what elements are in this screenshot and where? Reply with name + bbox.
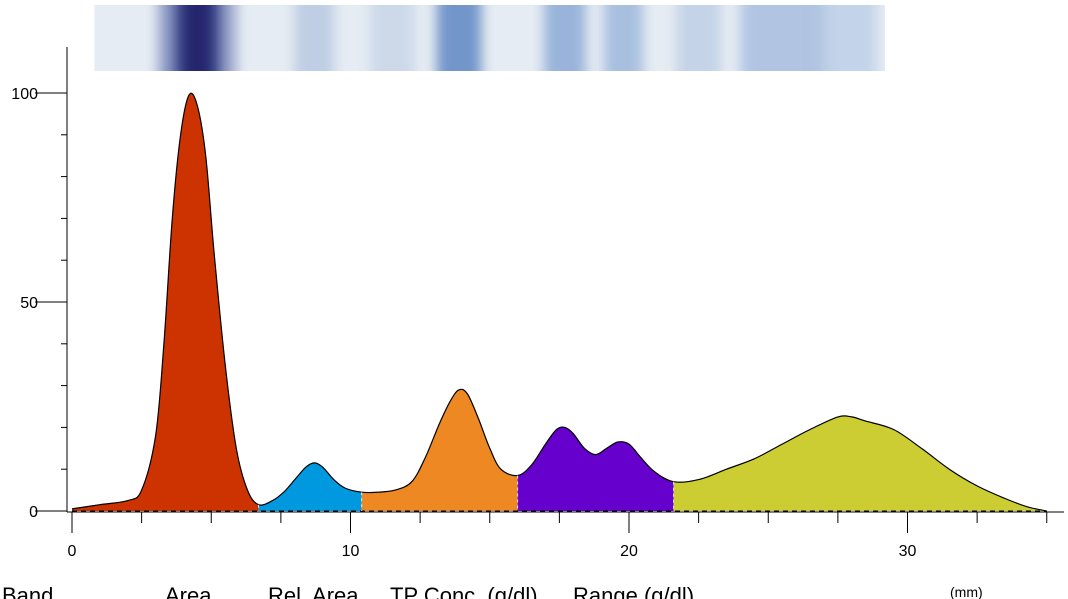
x-tick-label: 0	[68, 543, 77, 560]
gel-band-8	[603, 5, 643, 71]
results-table-header: Band Area Rel. Area TP Conc. (g/dl) Rang…	[2, 583, 694, 599]
y-axis: 0 50 100	[11, 47, 68, 521]
gel-band-2	[158, 5, 187, 71]
x-tick-label: 20	[620, 543, 638, 560]
y-tick-label: 0	[29, 504, 38, 521]
fraction-dividers	[258, 475, 675, 511]
fraction-area-1	[72, 93, 259, 511]
fraction-area-5	[673, 415, 1047, 511]
x-tick-label: 30	[899, 543, 917, 560]
gel-band-3	[208, 5, 237, 71]
y-tick-label: 100	[11, 86, 38, 103]
x-tick-label: 10	[342, 543, 360, 560]
x-axis: 0 10 20 30	[67, 511, 1064, 560]
x-unit-label: (mm)	[950, 584, 983, 599]
y-tick-label: 50	[20, 295, 38, 312]
column-header-area: Area	[165, 583, 212, 599]
density-profile-line	[71, 92, 1047, 512]
column-header-tp-conc: TP Conc. (g/dl)	[390, 583, 538, 599]
gel-strip-image	[94, 5, 886, 71]
gel-band-11	[815, 5, 877, 71]
gel-band-6	[436, 5, 482, 71]
fraction-area-4	[517, 427, 674, 511]
gel-band-9	[676, 5, 721, 71]
gel-band-4	[294, 5, 334, 71]
column-header-rel-area: Rel. Area	[268, 583, 359, 599]
fraction-area-2	[258, 462, 362, 511]
column-header-band: Band	[2, 583, 53, 599]
gel-band-10	[740, 5, 824, 71]
gel-band-7	[544, 5, 586, 71]
column-header-range: Range (g/dl)	[573, 583, 694, 599]
gel-band-5	[369, 5, 415, 71]
